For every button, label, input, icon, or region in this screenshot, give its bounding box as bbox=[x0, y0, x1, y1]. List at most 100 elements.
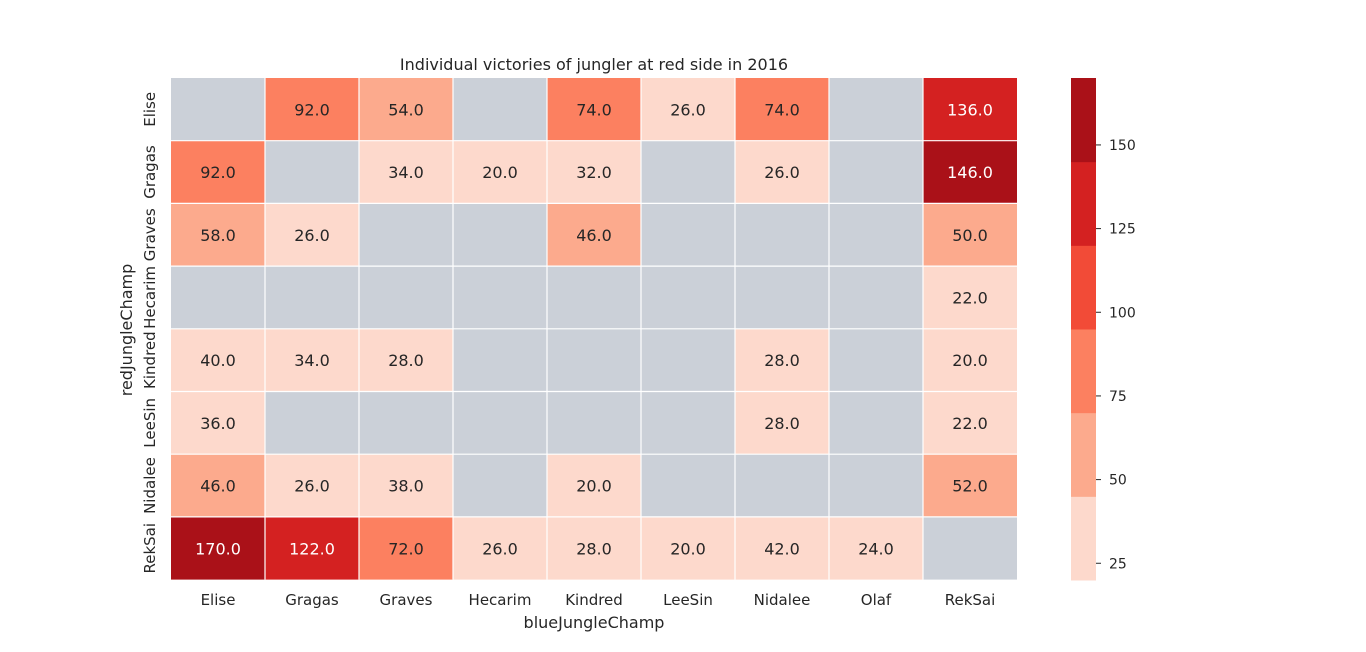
colorbar-tick-label: 25 bbox=[1109, 556, 1127, 572]
cell-value-label: 26.0 bbox=[294, 226, 330, 245]
y-tick-label: Elise bbox=[141, 92, 159, 127]
heatmap-cell bbox=[641, 516, 735, 580]
heatmap-cell bbox=[171, 391, 265, 455]
heatmap-cell bbox=[829, 328, 923, 392]
colorbar-segment bbox=[1071, 245, 1096, 330]
heatmap-cell bbox=[547, 391, 641, 455]
heatmap-cell bbox=[641, 78, 735, 141]
heatmap-cell bbox=[265, 266, 359, 329]
cell-value-label: 20.0 bbox=[482, 163, 518, 182]
colorbar-tick-label: 75 bbox=[1109, 389, 1127, 405]
x-tick-label: Kindred bbox=[565, 591, 623, 609]
cell-value-label: 74.0 bbox=[576, 100, 612, 119]
cell-value-label: 46.0 bbox=[200, 477, 236, 496]
heatmap-cell bbox=[923, 78, 1017, 141]
cell-value-label: 92.0 bbox=[200, 163, 236, 182]
heatmap-cell bbox=[265, 454, 359, 517]
heatmap-cell bbox=[453, 328, 547, 392]
heatmap-cell bbox=[453, 140, 547, 204]
cell-value-label: 170.0 bbox=[195, 539, 241, 558]
cell-value-label: 74.0 bbox=[764, 100, 800, 119]
heatmap-cell bbox=[453, 266, 547, 329]
cell-value-label: 26.0 bbox=[670, 100, 706, 119]
heatmap-cell bbox=[923, 328, 1017, 392]
heatmap-cell bbox=[735, 328, 829, 392]
heatmap-cell bbox=[829, 454, 923, 517]
heatmap-cell bbox=[171, 78, 265, 141]
heatmap-cell bbox=[735, 203, 829, 267]
heatmap-cell bbox=[547, 140, 641, 204]
cell-value-label: 38.0 bbox=[388, 477, 424, 496]
colorbar-tick-label: 125 bbox=[1109, 222, 1136, 238]
x-tick-label: Gragas bbox=[285, 591, 339, 609]
heatmap-cell bbox=[829, 203, 923, 267]
heatmap-cell bbox=[265, 391, 359, 455]
y-tick-label: Gragas bbox=[141, 145, 159, 199]
cell-value-label: 26.0 bbox=[294, 477, 330, 496]
heatmap-cell bbox=[735, 454, 829, 517]
heatmap-cell bbox=[265, 516, 359, 580]
x-tick-labels: Elise Gragas Graves Hecarim Kindred LeeSin Nid… bbox=[201, 591, 996, 609]
heatmap-cell bbox=[735, 140, 829, 204]
cell-value-label: 122.0 bbox=[289, 539, 335, 558]
cell-value-label: 20.0 bbox=[576, 477, 612, 496]
cell-value-label: 20.0 bbox=[952, 351, 988, 370]
heatmap-cell bbox=[923, 140, 1017, 204]
colorbar-segment bbox=[1071, 161, 1096, 246]
cell-value-label: 50.0 bbox=[952, 226, 988, 245]
x-tick-label: Graves bbox=[380, 591, 433, 609]
cell-value-label: 28.0 bbox=[388, 351, 424, 370]
x-tick-label: Elise bbox=[201, 591, 236, 609]
cell-value-label: 40.0 bbox=[200, 351, 236, 370]
heatmap-cell bbox=[359, 391, 453, 455]
heatmap-cell bbox=[359, 266, 453, 329]
heatmap-cell bbox=[829, 266, 923, 329]
heatmap-cell bbox=[547, 516, 641, 580]
cell-value-label: 42.0 bbox=[764, 539, 800, 558]
heatmap-cell bbox=[453, 391, 547, 455]
heatmap-cell bbox=[265, 328, 359, 392]
heatmap-cell bbox=[735, 391, 829, 455]
y-tick-label: RekSai bbox=[141, 523, 159, 574]
heatmap-cell bbox=[453, 516, 547, 580]
heatmap-cell bbox=[359, 140, 453, 204]
heatmap-cell bbox=[735, 266, 829, 329]
heatmap-cell bbox=[265, 78, 359, 141]
heatmap-cell bbox=[829, 78, 923, 141]
heatmap-cell bbox=[359, 203, 453, 267]
heatmap-cell bbox=[265, 140, 359, 204]
colorbar-segment bbox=[1071, 412, 1096, 497]
cell-value-label: 72.0 bbox=[388, 539, 424, 558]
cell-value-label: 52.0 bbox=[952, 477, 988, 496]
cell-value-label: 34.0 bbox=[388, 163, 424, 182]
cell-value-label: 146.0 bbox=[947, 163, 993, 182]
cell-value-label: 28.0 bbox=[764, 351, 800, 370]
cell-value-label: 34.0 bbox=[294, 351, 330, 370]
heatmap-cell bbox=[829, 140, 923, 204]
heatmap-cell bbox=[171, 140, 265, 204]
heatmap-cell bbox=[547, 328, 641, 392]
x-tick-label: LeeSin bbox=[663, 591, 713, 609]
heatmap-cell bbox=[829, 391, 923, 455]
cell-value-label: 24.0 bbox=[858, 539, 894, 558]
colorbar-segment bbox=[1071, 329, 1096, 414]
colorbar-tick-label: 150 bbox=[1109, 138, 1136, 154]
cell-value-label: 54.0 bbox=[388, 100, 424, 119]
heatmap-cell bbox=[547, 203, 641, 267]
cell-value-label: 46.0 bbox=[576, 226, 612, 245]
heatmap-cell bbox=[641, 454, 735, 517]
heatmap-cell bbox=[641, 203, 735, 267]
heatmap-cell bbox=[641, 328, 735, 392]
heatmap-cell bbox=[453, 78, 547, 141]
heatmap-cell bbox=[735, 78, 829, 141]
cell-value-label: 22.0 bbox=[952, 414, 988, 433]
y-axis-label: redJungleChamp bbox=[117, 264, 136, 397]
x-tick-label: Hecarim bbox=[469, 591, 532, 609]
x-tick-label: Olaf bbox=[861, 591, 892, 609]
heatmap-cell bbox=[547, 454, 641, 517]
colorbar-tick-label: 100 bbox=[1109, 305, 1136, 321]
y-tick-label: Graves bbox=[141, 208, 159, 261]
y-tick-label: LeeSin bbox=[141, 398, 159, 448]
heatmap-cell bbox=[359, 328, 453, 392]
